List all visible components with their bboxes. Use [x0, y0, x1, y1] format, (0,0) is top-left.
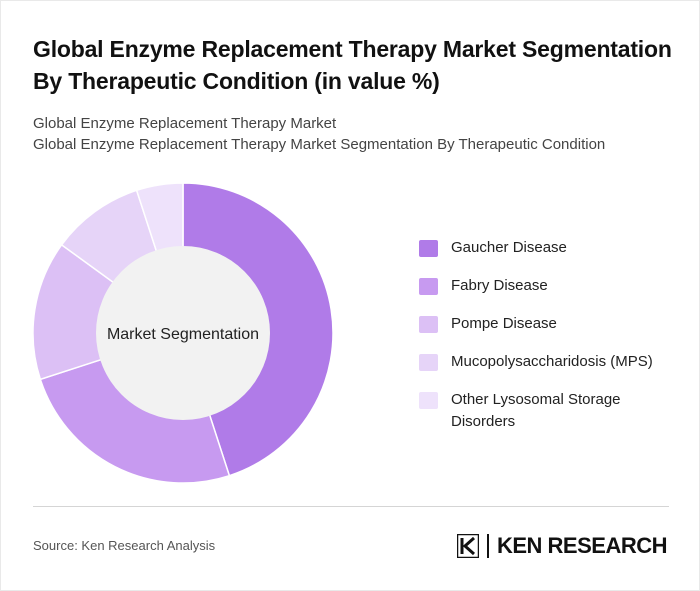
chart-title: Global Enzyme Replacement Therapy Market… — [33, 36, 672, 94]
source-note: Source: Ken Research Analysis — [33, 538, 216, 553]
donut-chart: Market Segmentation — [33, 183, 333, 483]
brand-name: KEN RESEARCH — [496, 533, 668, 558]
legend-item-2: Fabry Disease — [419, 275, 679, 297]
legend-item-4: Mucopolysaccharidosis (MPS) — [419, 351, 679, 373]
legend-label-2: Fabry Disease — [451, 277, 548, 294]
chart-subtitle-line-2: Global Enzyme Replacement Therapy Market… — [33, 136, 606, 153]
legend-swatch-5 — [419, 392, 438, 409]
legend-item-5: Other Lysosomal Storage Disorders — [419, 389, 679, 433]
ken-research-logo-icon — [456, 534, 479, 558]
chart-subtitle-line-1: Global Enzyme Replacement Therapy Market — [33, 115, 337, 132]
legend-item-1: Gaucher Disease — [419, 237, 679, 259]
donut-hole — [96, 246, 270, 420]
legend-swatch-3 — [419, 316, 438, 333]
donut-center-label: Market Segmentation — [107, 326, 259, 343]
legend-swatch-1 — [419, 240, 438, 257]
legend-label-3: Pompe Disease — [451, 315, 557, 332]
legend-swatch-2 — [419, 278, 438, 295]
legend-label-4: Mucopolysaccharidosis (MPS) — [451, 353, 653, 370]
footer-divider — [33, 506, 669, 507]
ken-research-logo: KEN RESEARCH — [456, 531, 668, 561]
donut-chart-svg: Market Segmentation — [33, 183, 333, 483]
logo-separator — [486, 534, 489, 558]
chart-legend: Gaucher Disease Fabry Disease Pompe Diseas… — [419, 237, 679, 449]
legend-swatch-4 — [419, 354, 438, 371]
legend-item-3: Pompe Disease — [419, 313, 679, 335]
legend-label-5: Other Lysosomal Storage Disorders — [451, 391, 621, 430]
legend-label-1: Gaucher Disease — [451, 239, 567, 256]
